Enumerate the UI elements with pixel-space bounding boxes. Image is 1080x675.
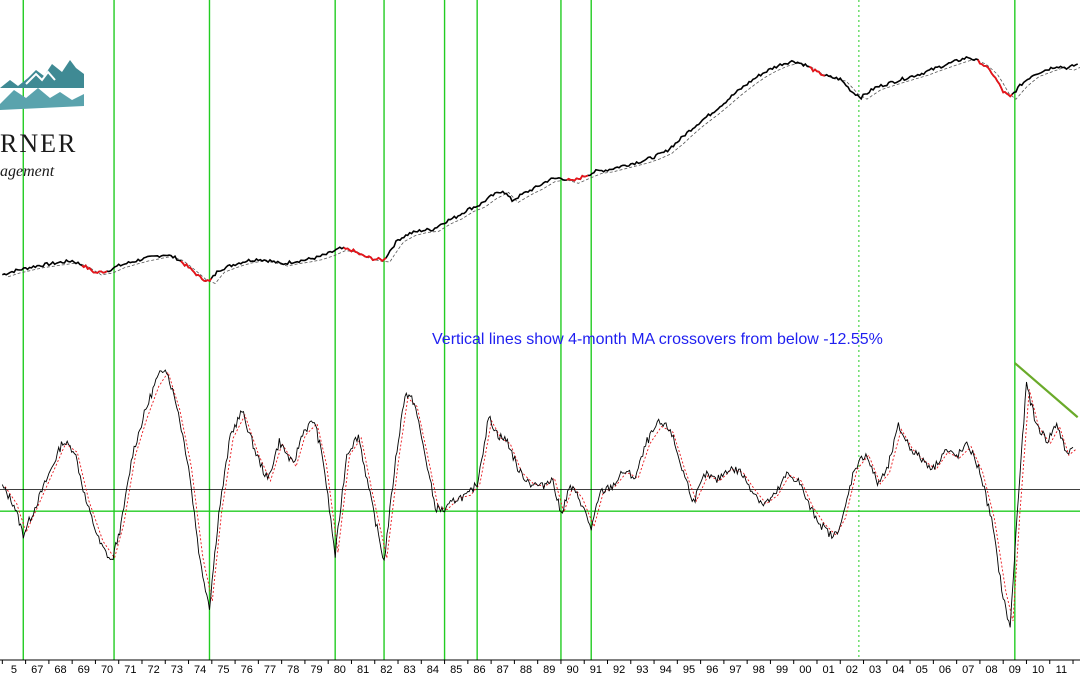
x-tick-label-41: 07 <box>962 664 974 675</box>
x-tick-label-37: 03 <box>869 664 881 675</box>
oscillator-moving-average-line <box>4 371 1077 622</box>
x-tick-label-15: 81 <box>357 664 369 675</box>
x-tick-label-31: 97 <box>729 664 741 675</box>
logo-mountain-icon-2 <box>0 88 84 110</box>
price-line <box>2 55 1079 282</box>
x-tick-label-3: 69 <box>78 664 90 675</box>
x-tick-label-39: 05 <box>916 664 928 675</box>
oscillator-line <box>1 369 1074 628</box>
logo-brand-text: RNER <box>0 129 77 158</box>
x-tick-label-11: 77 <box>264 664 276 675</box>
x-tick-label-17: 83 <box>404 664 416 675</box>
x-tick-label-5: 71 <box>124 664 136 675</box>
x-tick-label-32: 98 <box>753 664 765 675</box>
x-tick-label-8: 74 <box>194 664 206 675</box>
x-tick-label-40: 06 <box>939 664 951 675</box>
price-moving-average-line <box>7 58 1080 284</box>
x-tick-label-45: 11 <box>1056 664 1067 675</box>
x-tick-label-30: 96 <box>706 664 718 675</box>
x-tick-label-44: 10 <box>1032 664 1044 675</box>
x-tick-label-18: 84 <box>427 664 439 675</box>
logo-tagline-text: agement <box>0 163 55 180</box>
x-tick-label-34: 00 <box>799 664 811 675</box>
x-tick-label-0: 5 <box>11 664 17 675</box>
oscillator-trend-line <box>1014 362 1079 419</box>
price-down-segment-3 <box>566 174 589 182</box>
price-down-segment-1 <box>180 260 213 283</box>
x-tick-label-10: 76 <box>241 664 253 675</box>
price-down-segment-2 <box>343 246 387 263</box>
x-tick-label-38: 04 <box>892 664 904 675</box>
x-tick-label-2: 68 <box>54 664 66 675</box>
x-tick-label-1: 67 <box>31 664 43 675</box>
price-down-segment-5 <box>977 59 1013 98</box>
x-tick-label-22: 88 <box>520 664 532 675</box>
logo-mountain-icon <box>0 60 84 88</box>
oscillator-panel <box>0 362 1080 628</box>
x-tick-label-25: 91 <box>590 664 602 675</box>
x-tick-label-12: 78 <box>287 664 299 675</box>
x-tick-label-27: 93 <box>636 664 648 675</box>
company-logo: RNER agement <box>0 60 84 180</box>
x-tick-label-13: 79 <box>310 664 322 675</box>
x-tick-label-16: 82 <box>380 664 392 675</box>
x-tick-label-36: 02 <box>846 664 858 675</box>
logo-mountain-snow <box>25 70 56 85</box>
x-tick-label-21: 87 <box>497 664 509 675</box>
x-tick-label-6: 72 <box>147 664 159 675</box>
x-tick-label-42: 08 <box>985 664 997 675</box>
x-tick-label-26: 92 <box>613 664 625 675</box>
x-tick-label-29: 95 <box>683 664 695 675</box>
x-axis: 5 67 68 69 70 71 72 73 74 75 76 77 78 79 80 81 82 83 84 85 8… <box>0 659 1080 675</box>
x-tick-label-9: 75 <box>217 664 229 675</box>
x-tick-label-28: 94 <box>660 664 672 675</box>
x-tick-label-4: 70 <box>101 664 113 675</box>
chart-annotation: Vertical lines show 4-month MA crossover… <box>432 331 883 348</box>
x-tick-label-14: 80 <box>334 664 346 675</box>
x-tick-label-7: 73 <box>171 664 183 675</box>
x-tick-label-19: 85 <box>450 664 462 675</box>
x-tick-label-23: 89 <box>543 664 555 675</box>
x-tick-label-33: 99 <box>776 664 788 675</box>
price-down-segment-4 <box>808 65 825 77</box>
x-tick-label-35: 01 <box>822 664 834 675</box>
price-panel <box>2 55 1080 284</box>
x-tick-label-24: 90 <box>566 664 578 675</box>
x-tick-label-20: 86 <box>473 664 485 675</box>
price-down-segment-0 <box>81 264 108 274</box>
x-tick-label-43: 09 <box>1009 664 1021 675</box>
